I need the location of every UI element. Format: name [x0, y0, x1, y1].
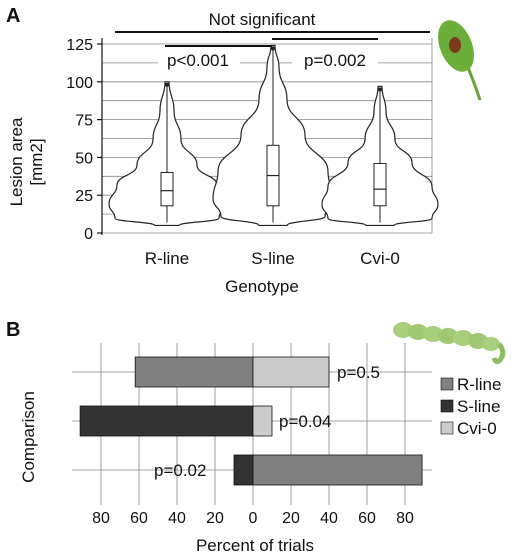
bar-R-line-row3 [252, 454, 423, 486]
x-tick-label-S-line: S-line [251, 249, 294, 268]
x-tick-label: 20 [206, 510, 224, 527]
panel-a-y-ticks: 0 25 50 75 100 125 [66, 37, 102, 243]
p-value-s-vs-cvi: p=0.002 [304, 51, 366, 70]
x-tick-label-Cvi-0: Cvi-0 [360, 249, 400, 268]
p-value-row2: p=0.04 [279, 412, 331, 431]
panel-a-label: A [6, 5, 20, 27]
panel-b-p-values: p=0.5 p=0.04 p=0.02 [154, 363, 380, 480]
legend-label-Cvi-0: Cvi-0 [457, 419, 497, 438]
panel-a-x-tick-labels: R-line S-line Cvi-0 [145, 249, 400, 268]
y-tick-label: 0 [84, 226, 93, 243]
panel-a: A 0 25 50 75 100 125 R-line S-line Cvi-0 Not si… [6, 5, 482, 296]
y-tick-label: 125 [66, 37, 93, 54]
x-tick-label-R-line: R-line [145, 249, 189, 268]
panel-a-y-label-line1: Lesion area [7, 117, 26, 206]
significance-annotations: Not significant p<0.001 p=0.002 [115, 10, 430, 70]
panel-b-label: B [6, 319, 20, 341]
caterpillar-icon [393, 322, 506, 365]
panel-b-y-label: Comparison [19, 391, 38, 483]
leaf-lesion-icon [438, 20, 482, 101]
x-tick-label: 40 [168, 510, 186, 527]
label-bg [158, 50, 240, 70]
box-Cvi-0 [373, 162, 387, 207]
panel-a-violins [108, 44, 439, 227]
x-tick-label: 60 [130, 510, 148, 527]
legend-swatch-R-line [440, 377, 454, 391]
panel-b-x-tick-labels: 80 60 40 20 0 20 40 60 80 [92, 510, 414, 527]
legend-label-R-line: R-line [457, 375, 501, 394]
y-tick-label: 50 [75, 150, 93, 167]
bar-Cvi-0-row1 [252, 356, 330, 388]
legend-swatch-S-line [440, 399, 454, 413]
bar-R-line-row1 [134, 356, 254, 388]
y-tick-label: 100 [66, 75, 93, 92]
legend-swatch-Cvi-0 [440, 421, 454, 435]
x-tick-label: 80 [396, 510, 414, 527]
panel-a-y-label-line2: [mm2] [27, 138, 46, 185]
max-point [165, 82, 169, 87]
max-point [378, 87, 382, 92]
x-tick-label: 20 [282, 510, 300, 527]
max-point [271, 46, 275, 51]
x-tick-label: 40 [320, 510, 338, 527]
x-tick-label: 60 [358, 510, 376, 527]
box-R-line [160, 172, 174, 207]
label-bg [292, 50, 378, 70]
ns-label: Not significant [209, 10, 316, 29]
x-tick-label: 80 [92, 510, 110, 527]
bar-S-line-row2 [79, 405, 254, 437]
p-value-row3: p=0.02 [154, 461, 206, 480]
y-tick-label: 75 [75, 113, 93, 130]
panel-b: B p=0.5 p=0.04 p=0.02 80 60 40 20 0 20 40 60 80 R-… [6, 319, 506, 555]
legend-label-S-line: S-line [457, 397, 500, 416]
panel-a-x-label: Genotype [225, 277, 299, 296]
p-value-row1: p=0.5 [337, 363, 380, 382]
y-tick-label: 25 [75, 188, 93, 205]
bar-S-line-row3 [233, 454, 254, 486]
legend: R-line S-line Cvi-0 [440, 375, 501, 438]
panel-b-bars [79, 356, 423, 486]
panel-b-x-label: Percent of trials [196, 536, 314, 555]
x-tick-label: 0 [249, 510, 258, 527]
bar-Cvi-0-row2 [252, 405, 273, 437]
p-value-r-vs-s: p<0.001 [167, 51, 229, 70]
